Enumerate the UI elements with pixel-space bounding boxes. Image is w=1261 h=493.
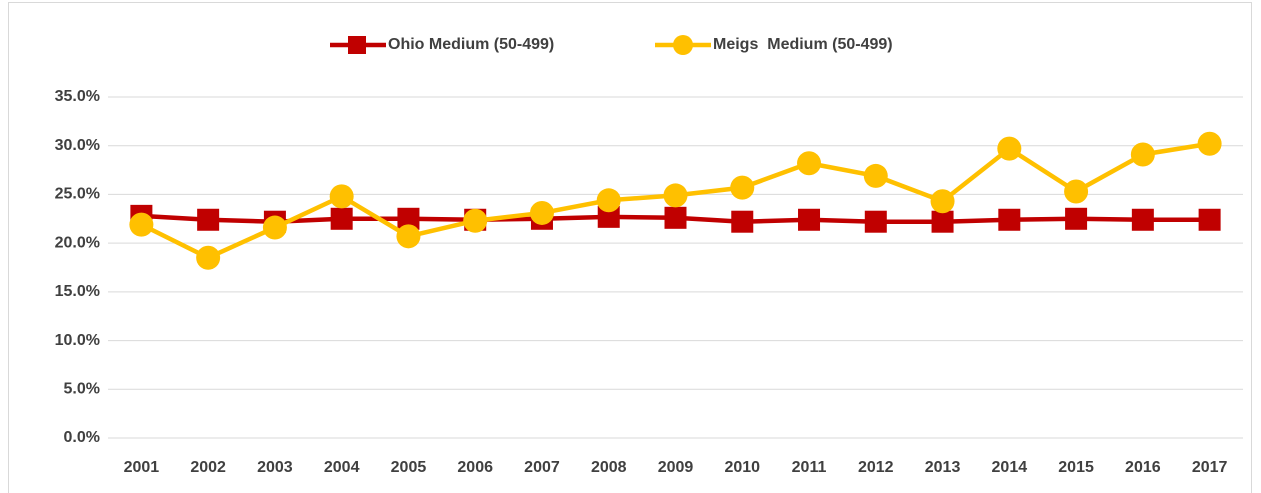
x-tick-label: 2006 [457,459,493,476]
point [129,212,154,237]
y-tick-label: 30.0% [55,137,100,154]
point [1130,142,1155,167]
point [329,184,354,209]
point [930,189,955,214]
y-tick-label: 25.0% [55,186,100,203]
x-tick-label: 2012 [858,459,894,476]
point [596,188,621,213]
y-tick-label: 20.0% [55,234,100,251]
x-tick-label: 2004 [324,459,360,476]
point [731,210,754,233]
x-tick-label: 2011 [792,459,827,476]
point [197,208,220,231]
point [797,151,822,176]
point [330,207,353,230]
y-tick-label: 15.0% [55,283,100,300]
x-tick-label: 2007 [524,459,560,476]
x-tick-label: 2010 [724,459,760,476]
point [663,183,688,208]
y-tick-label: 10.0% [55,332,100,349]
x-tick-label: 2014 [992,459,1028,476]
x-tick-label: 2013 [925,459,961,476]
point [863,163,888,188]
point [262,215,287,240]
point [1064,179,1089,204]
point [396,224,421,249]
x-tick-label: 2017 [1192,459,1228,476]
y-tick-label: 5.0% [64,381,100,398]
y-tick-label: 35.0% [55,88,100,105]
point [798,208,821,231]
point [397,207,420,230]
legend-marker [348,36,366,54]
point [730,175,755,200]
x-tick-label: 2003 [257,459,293,476]
chart-frame [8,2,1252,493]
y-tick-label: 0.0% [64,429,100,446]
x-tick-label: 2015 [1058,459,1094,476]
point [1065,207,1088,230]
point [998,208,1021,231]
point [664,206,687,229]
point [1197,131,1222,156]
point [1131,208,1154,231]
x-tick-label: 2001 [124,459,160,476]
point [196,245,221,270]
legend-marker [673,35,693,55]
x-tick-label: 2009 [658,459,694,476]
legend-label: Ohio Medium (50-499) [388,36,554,53]
point [931,210,954,233]
x-tick-label: 2005 [391,459,427,476]
x-tick-label: 2008 [591,459,627,476]
point [597,205,620,228]
x-tick-label: 2016 [1125,459,1161,476]
point [864,210,887,233]
point [529,200,554,225]
point [463,208,488,233]
x-tick-label: 2002 [190,459,226,476]
point [997,136,1022,161]
legend-label: Meigs Medium (50-499) [713,36,893,53]
point [1198,208,1221,231]
